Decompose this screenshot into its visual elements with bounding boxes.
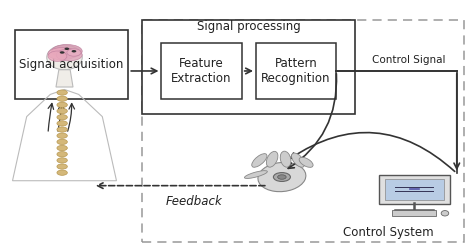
Ellipse shape (48, 51, 67, 61)
Ellipse shape (441, 211, 449, 216)
Text: Control System: Control System (343, 226, 434, 239)
Circle shape (273, 173, 291, 182)
Text: Pattern
Recognition: Pattern Recognition (261, 57, 331, 85)
Ellipse shape (57, 170, 67, 175)
FancyBboxPatch shape (392, 210, 437, 216)
Ellipse shape (292, 153, 305, 167)
Circle shape (278, 175, 286, 179)
Ellipse shape (266, 151, 278, 167)
Circle shape (72, 50, 76, 53)
Text: Signal acquisition: Signal acquisition (19, 58, 124, 71)
FancyBboxPatch shape (161, 43, 242, 99)
Ellipse shape (57, 115, 67, 120)
Ellipse shape (252, 154, 267, 167)
FancyBboxPatch shape (15, 30, 128, 99)
Text: Signal processing: Signal processing (197, 20, 301, 33)
Polygon shape (56, 70, 73, 87)
FancyBboxPatch shape (143, 20, 355, 114)
Ellipse shape (52, 44, 82, 58)
Ellipse shape (57, 164, 67, 169)
Circle shape (64, 48, 69, 50)
Ellipse shape (57, 145, 67, 151)
Ellipse shape (47, 45, 82, 70)
Ellipse shape (57, 96, 67, 101)
Ellipse shape (57, 158, 67, 163)
Ellipse shape (280, 151, 291, 167)
Ellipse shape (258, 162, 306, 192)
Ellipse shape (57, 90, 67, 95)
Ellipse shape (67, 49, 81, 56)
Text: Feedback: Feedback (166, 195, 223, 208)
FancyBboxPatch shape (256, 43, 336, 99)
Text: Feature
Extraction: Feature Extraction (171, 57, 232, 85)
Text: Control Signal: Control Signal (372, 55, 445, 65)
Ellipse shape (57, 139, 67, 145)
Ellipse shape (57, 108, 67, 114)
Ellipse shape (57, 121, 67, 126)
Ellipse shape (57, 127, 67, 132)
FancyBboxPatch shape (379, 175, 450, 204)
Ellipse shape (299, 157, 313, 167)
Ellipse shape (56, 49, 82, 61)
Ellipse shape (48, 48, 76, 60)
Circle shape (60, 51, 64, 54)
Ellipse shape (57, 152, 67, 157)
Ellipse shape (245, 171, 267, 179)
FancyBboxPatch shape (385, 180, 444, 200)
Ellipse shape (57, 102, 67, 107)
Ellipse shape (57, 133, 67, 138)
